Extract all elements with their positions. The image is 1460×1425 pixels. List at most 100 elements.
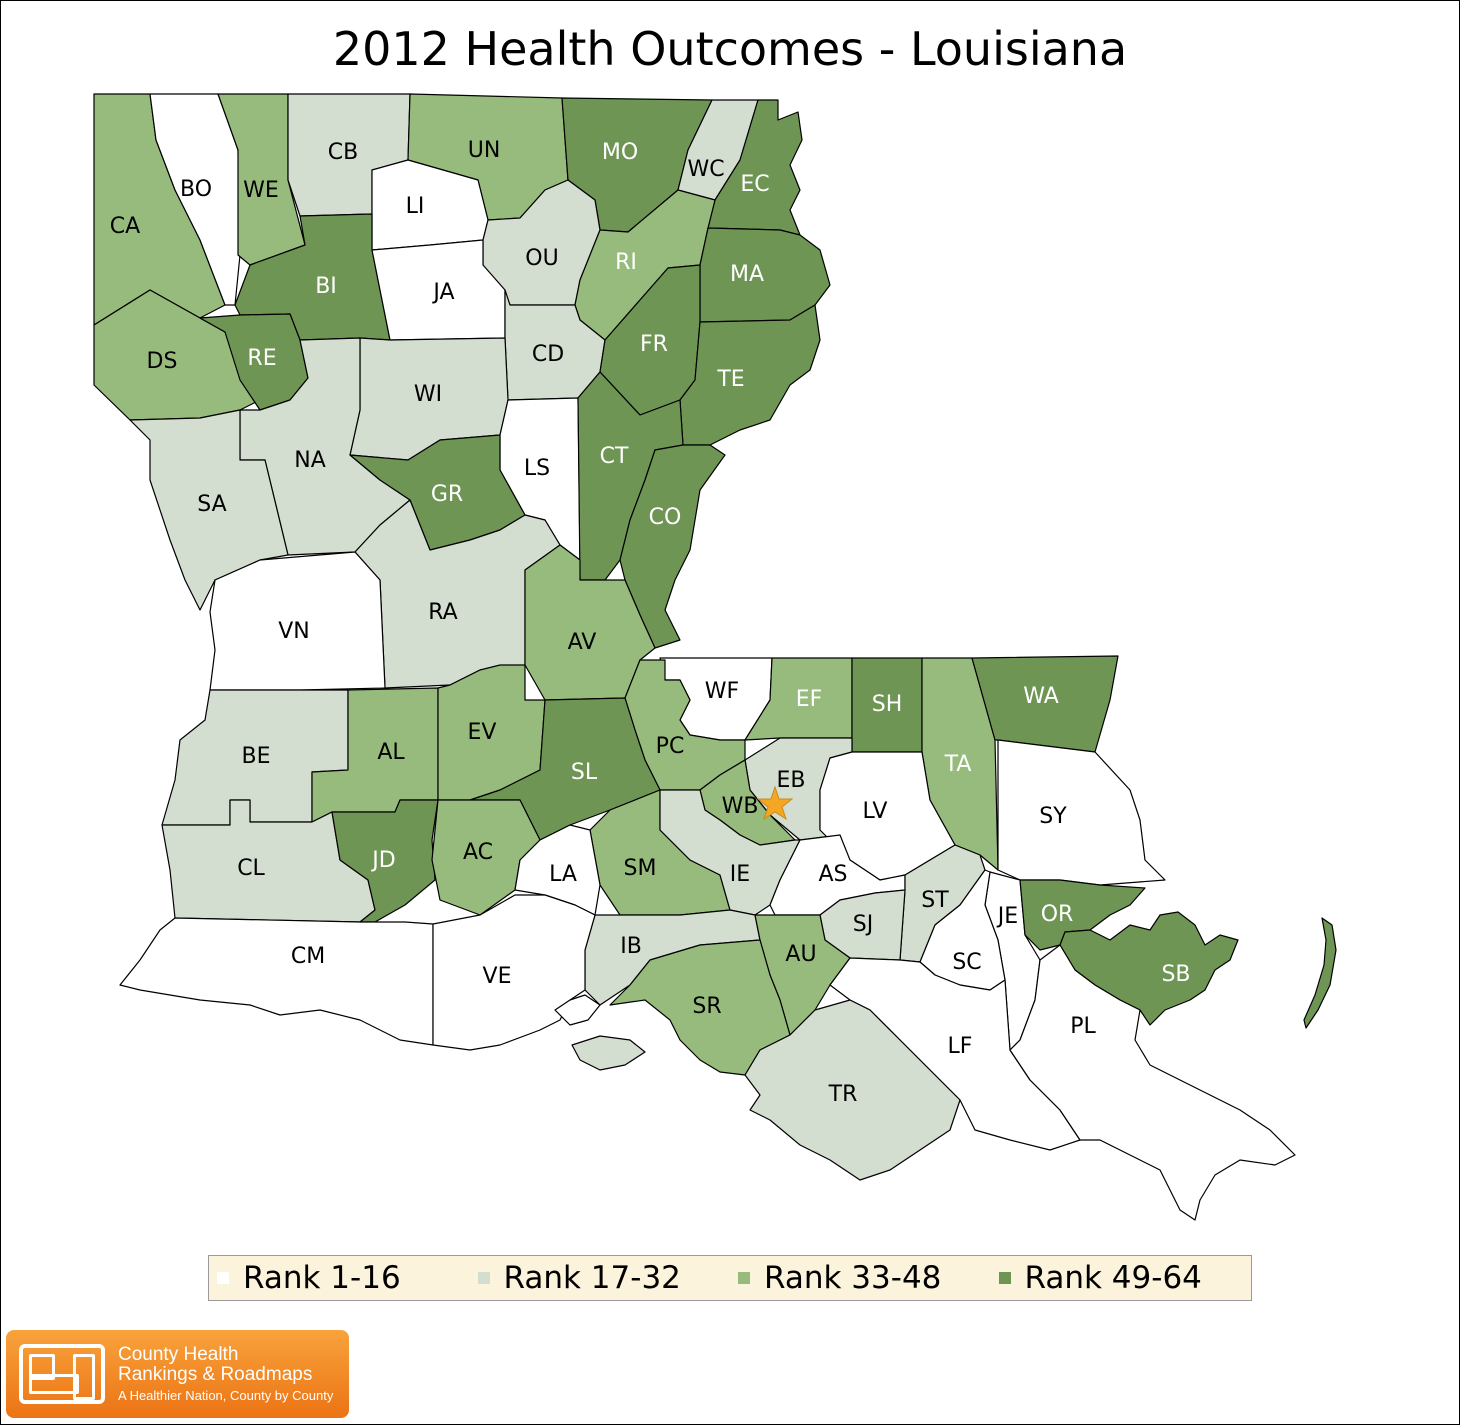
label-WC: WC <box>687 157 724 182</box>
label-JE: JE <box>996 904 1018 929</box>
label-WF: WF <box>705 679 739 704</box>
label-EF: EF <box>796 687 823 712</box>
parish-TR[interactable] <box>744 999 961 1181</box>
label-SL: SL <box>571 760 598 785</box>
label-RI: RI <box>615 250 637 275</box>
louisiana-parish-map: BO CB UN MO WC EC CA WE LI OU RI MA BI J… <box>93 93 1337 1221</box>
legend-label: Rank 49-64 <box>1024 1260 1202 1296</box>
label-CT: CT <box>600 444 629 469</box>
marsh-island <box>571 1035 646 1071</box>
map-title: 2012 Health Outcomes - Louisiana <box>332 22 1128 76</box>
label-WE: WE <box>243 178 279 203</box>
label-IE: IE <box>730 862 750 887</box>
legend-swatch-rank-49-64 <box>998 1272 1011 1284</box>
logo-title: County Health Rankings & Roadmaps <box>118 1345 312 1385</box>
label-ST: ST <box>921 888 949 913</box>
parish-VE[interactable] <box>432 894 596 1051</box>
label-EC: EC <box>740 172 769 197</box>
label-TA: TA <box>944 752 972 777</box>
chandeleur-islands <box>1303 917 1337 1029</box>
label-BO: BO <box>180 177 212 202</box>
label-MO: MO <box>602 140 638 165</box>
label-JD: JD <box>370 848 395 873</box>
label-LV: LV <box>863 799 888 824</box>
label-CO: CO <box>649 505 682 530</box>
label-PC: PC <box>656 734 685 759</box>
label-MA: MA <box>730 262 764 287</box>
label-VN: VN <box>278 619 310 644</box>
label-WA: WA <box>1023 684 1059 709</box>
parish-VN[interactable] <box>209 551 386 691</box>
label-BI: BI <box>315 274 337 299</box>
label-CD: CD <box>532 342 564 367</box>
parish-CM[interactable] <box>119 917 434 1046</box>
label-DS: DS <box>147 349 178 374</box>
label-VE: VE <box>483 964 512 989</box>
label-AV: AV <box>568 630 597 655</box>
label-FR: FR <box>640 332 668 357</box>
roadmap-logo-icon <box>19 1344 105 1404</box>
legend-label: Rank 1-16 <box>243 1260 401 1296</box>
label-GR: GR <box>431 482 463 507</box>
label-SH: SH <box>872 692 903 717</box>
label-TE: TE <box>716 367 744 392</box>
label-SB: SB <box>1161 962 1190 987</box>
parish-TE[interactable] <box>679 304 821 446</box>
legend-swatch-rank-1-16 <box>217 1272 229 1284</box>
legend-item-rank-1-16: Rank 1-16 <box>217 1260 470 1296</box>
label-SY: SY <box>1039 804 1067 829</box>
legend-item-rank-49-64: Rank 49-64 <box>998 1260 1252 1296</box>
legend-swatch-rank-33-48 <box>738 1272 750 1284</box>
pecan-island-shore <box>554 994 601 1026</box>
label-JA: JA <box>431 280 454 305</box>
parish-OR[interactable] <box>1019 879 1146 951</box>
label-TR: TR <box>828 1082 858 1107</box>
label-RE: RE <box>247 346 276 371</box>
legend-item-rank-17-32: Rank 17-32 <box>477 1260 731 1296</box>
label-AL: AL <box>377 740 405 765</box>
capital-star-icon <box>756 785 794 821</box>
label-EV: EV <box>468 720 497 745</box>
label-CB: CB <box>328 140 358 165</box>
label-IB: IB <box>620 934 642 959</box>
label-EB: EB <box>777 768 806 793</box>
parish-RA[interactable] <box>354 499 561 689</box>
legend-item-rank-33-48: Rank 33-48 <box>738 1260 991 1296</box>
label-PL: PL <box>1070 1014 1096 1039</box>
parish-PL[interactable] <box>1009 944 1296 1221</box>
label-RA: RA <box>428 600 457 625</box>
label-SR: SR <box>692 994 721 1019</box>
parish-SY[interactable] <box>997 739 1166 886</box>
parish-JD[interactable] <box>331 799 439 923</box>
label-LS: LS <box>524 456 550 481</box>
label-CL: CL <box>237 856 265 881</box>
label-OU: OU <box>525 246 558 271</box>
label-SM: SM <box>624 856 657 881</box>
label-SA: SA <box>197 492 226 517</box>
county-health-rankings-logo[interactable]: County Health Rankings & Roadmaps A Heal… <box>6 1330 349 1418</box>
label-NA: NA <box>294 448 326 473</box>
label-SC: SC <box>952 950 981 975</box>
parish-CO[interactable] <box>619 444 726 649</box>
label-CA: CA <box>110 214 140 239</box>
logo-tagline: A Healthier Nation, County by County <box>118 1388 334 1403</box>
legend-swatch-rank-17-32 <box>477 1272 490 1284</box>
label-OR: OR <box>1041 902 1074 927</box>
legend-label: Rank 33-48 <box>764 1260 942 1296</box>
label-SJ: SJ <box>853 912 873 937</box>
map-legend: Rank 1-16 Rank 17-32 Rank 33-48 Rank 49-… <box>208 1255 1252 1301</box>
logo-line-2: Rankings & Roadmaps <box>118 1364 313 1385</box>
label-LF: LF <box>948 1034 973 1059</box>
logo-line-1: County Health <box>118 1344 239 1365</box>
label-WB: WB <box>722 794 759 819</box>
label-AU: AU <box>785 942 816 967</box>
parish-labels: BO CB UN MO WC EC CA WE LI OU RI MA BI J… <box>110 138 1191 1107</box>
label-WI: WI <box>414 382 442 407</box>
label-LA: LA <box>549 862 577 887</box>
label-AC: AC <box>463 840 493 865</box>
label-BE: BE <box>242 744 271 769</box>
label-UN: UN <box>468 138 501 163</box>
label-AS: AS <box>818 862 847 887</box>
label-LI: LI <box>406 194 425 219</box>
label-CM: CM <box>291 944 325 969</box>
